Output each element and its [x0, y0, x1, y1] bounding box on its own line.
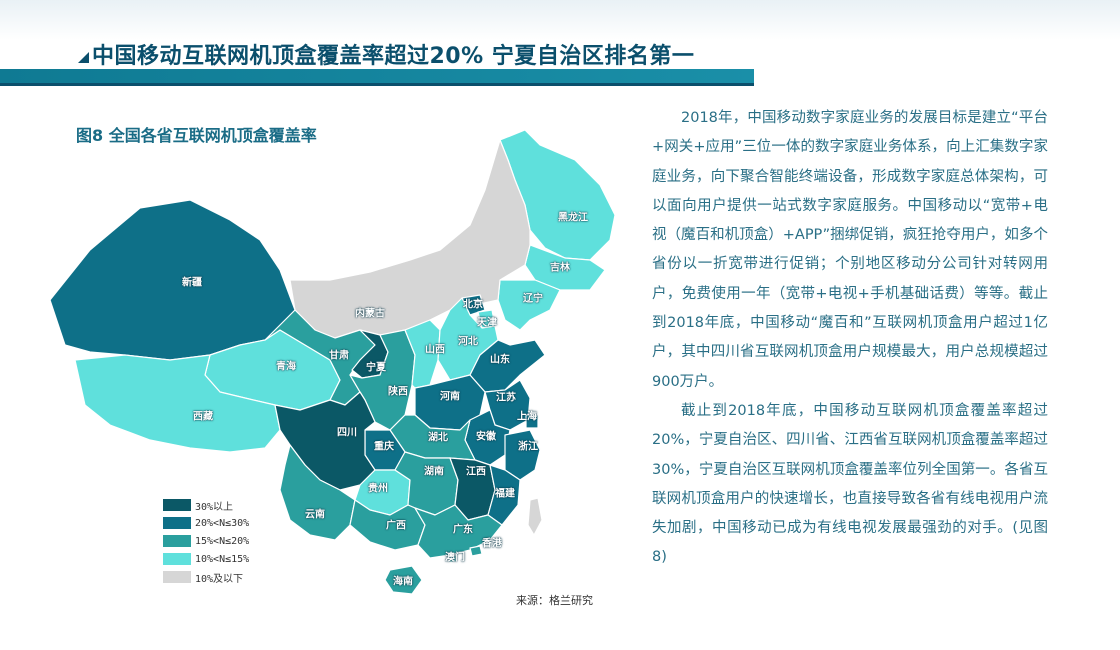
china-map-svg: [49, 130, 616, 595]
legend-label: 10%<N≤15%: [195, 553, 250, 565]
label-guangxi: 广西: [386, 520, 406, 532]
label-shaanxi: 陕西: [388, 386, 408, 398]
label-hubei: 湖北: [428, 432, 448, 444]
paragraph-2: 截止到2018年底，中国移动互联网机顶盒覆盖率超过20%，宁夏自治区、四川省、江…: [652, 402, 1048, 566]
label-xinjiang: 新疆: [182, 277, 202, 289]
province-aomen: [447, 554, 458, 563]
figure-source: 来源：格兰研究: [516, 594, 593, 607]
label-xizang: 西藏: [193, 411, 213, 423]
legend-item-tier1: 30%以上: [163, 496, 249, 514]
paragraph-1: 2018年，中国移动数字家庭业务的发展目标是建立“平台+网关+应用”三位一体的数…: [652, 110, 1048, 390]
label-heilongjiang: 黑龙江: [558, 212, 588, 224]
legend-swatch: [163, 517, 191, 529]
label-beijing: 北京: [463, 299, 483, 311]
province-neimenggu: [289, 139, 531, 339]
body-text: 2018年，中国移动数字家庭业务的发展目标是建立“平台+网关+应用”三位一体的数…: [652, 104, 1048, 573]
province-guangdong: [414, 504, 503, 559]
province-taiwan: [527, 497, 543, 536]
label-fujian: 福建: [495, 488, 515, 500]
province-fujian: [487, 464, 521, 526]
map-legend: 30%以上 20%<N≤30% 15%<N≤20% 10%<N≤15% 10%及…: [163, 496, 249, 586]
label-xianggang: 香港: [482, 538, 502, 550]
label-shanxi: 山西: [425, 344, 445, 356]
label-guizhou: 贵州: [368, 483, 388, 495]
label-shanghai: 上海: [517, 411, 537, 423]
label-neimenggu: 内蒙古: [355, 308, 385, 320]
label-sichuan: 四川: [337, 427, 357, 439]
legend-swatch: [163, 535, 191, 547]
header-bar: [0, 69, 754, 86]
label-liaoning: 辽宁: [523, 293, 543, 305]
page-title-text: 中国移动互联网机顶盒覆盖率超过20% 宁夏自治区排名第一: [92, 44, 695, 69]
legend-item-tier2: 20%<N≤30%: [163, 514, 249, 532]
province-liaoning: [497, 279, 561, 331]
label-gansu: 甘肃: [329, 350, 349, 362]
figure-caption: 图8 全国各省互联网机顶盒覆盖率: [76, 126, 317, 145]
label-jilin: 吉林: [550, 262, 570, 274]
label-zhejiang: 浙江: [518, 441, 538, 453]
label-jiangsu: 江苏: [496, 392, 516, 404]
label-ningxia: 宁夏: [366, 362, 386, 374]
province-shanghai: [525, 414, 539, 429]
province-hebei: [437, 297, 499, 381]
label-hunan: 湖南: [424, 466, 444, 478]
label-guangdong: 广东: [453, 524, 473, 536]
triangle-marker-icon: [78, 51, 89, 63]
legend-item-tier3: 15%<N≤20%: [163, 532, 249, 550]
china-map: 黑龙江 吉林 辽宁 内蒙古 北京 天津 河北 山西 山东 新疆 甘肃 宁夏 青海…: [30, 130, 630, 610]
legend-label: 20%<N≤30%: [195, 517, 250, 529]
province-hainan: [384, 565, 423, 595]
label-chongqing: 重庆: [374, 441, 394, 453]
legend-label: 15%<N≤20%: [195, 535, 250, 547]
label-shandong: 山东: [490, 354, 510, 366]
legend-label: 10%及以下: [195, 573, 244, 585]
label-yunnan: 云南: [305, 509, 325, 521]
label-aomen: 澳门: [445, 552, 465, 564]
province-xianggang: [469, 545, 483, 557]
province-jilin: [524, 244, 606, 291]
label-jiangxi: 江西: [466, 466, 486, 478]
legend-swatch: [163, 499, 191, 511]
legend-swatch: [163, 553, 191, 565]
label-anhui: 安徽: [476, 431, 496, 443]
label-tianjin: 天津: [477, 317, 497, 329]
legend-label: 30%以上: [195, 501, 234, 513]
legend-swatch: [163, 571, 191, 583]
label-hainan: 海南: [393, 576, 413, 588]
page-title: 中国移动互联网机顶盒覆盖率超过20% 宁夏自治区排名第一: [78, 38, 694, 70]
province-yunnan: [279, 444, 356, 541]
legend-item-tier4: 10%<N≤15%: [163, 550, 249, 568]
province-xinjiang: [49, 199, 296, 361]
legend-item-tier5: 10%及以下: [163, 568, 249, 586]
top-gradient-band: [0, 0, 1120, 40]
label-henan: 河南: [440, 391, 460, 403]
label-hebei: 河北: [458, 336, 478, 348]
label-qinghai: 青海: [276, 361, 296, 373]
